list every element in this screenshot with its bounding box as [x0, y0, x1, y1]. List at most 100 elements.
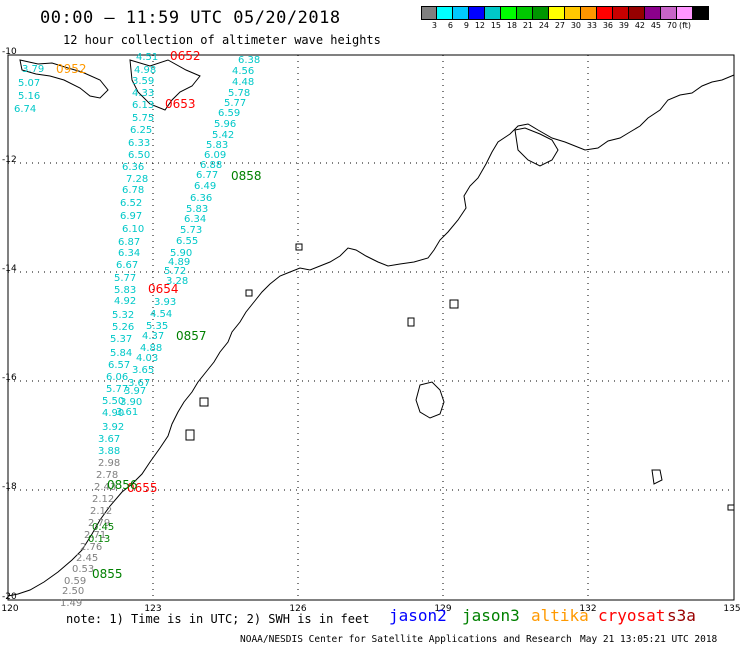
wave-height-label: 5.83: [186, 204, 208, 215]
wave-height-label: 6.74: [14, 104, 36, 115]
wave-height-label: 4.88: [140, 343, 162, 354]
axis-tick-labels: -10 -12 -14 -16 -18 -20 120 123 126 129 132 135: [1, 47, 740, 614]
groote-eylandt-coast: [415, 381, 445, 419]
pass-time-label: 0654: [148, 282, 179, 296]
wave-height-label: 5.42: [212, 130, 234, 141]
latitude-tick-label: -12: [2, 155, 17, 165]
credit-text: NOAA/NESDIS Center for Satellite Applica…: [240, 634, 572, 645]
color-scale-label: 15: [490, 21, 501, 30]
small-island-coast: [651, 469, 663, 485]
wave-height-label: 2.43: [94, 482, 116, 493]
longitude-tick-label: 135: [723, 604, 740, 614]
legend-s3a: s3a: [667, 606, 696, 625]
color-swatch: [661, 6, 677, 20]
color-scale-label: 27: [554, 21, 565, 30]
color-swatch: [677, 6, 693, 20]
wave-height-label: 6.34: [118, 248, 140, 259]
wave-height-label: 6.87: [118, 237, 140, 248]
wave-height-label: 5.75: [132, 113, 154, 124]
coastlines: [7, 59, 735, 597]
wave-height-label: 6.49: [194, 181, 216, 192]
color-swatch: [421, 6, 437, 20]
wave-height-label: 2.76: [80, 542, 102, 553]
wave-height-label: 4.33: [132, 88, 154, 99]
color-swatch: [597, 6, 613, 20]
wave-height-label: 4.98: [134, 65, 156, 76]
color-swatch: [581, 6, 597, 20]
legend-jason3: jason3: [462, 606, 520, 625]
color-swatch: [629, 6, 645, 20]
wave-height-label: 5.90: [170, 248, 192, 259]
wave-height-label: 5.96: [214, 119, 236, 130]
wave-height-label: 6.36: [122, 162, 144, 173]
wave-height-label: 1.49: [60, 598, 82, 609]
wave-height-label: 5.16: [18, 91, 40, 102]
wave-height-label: 6.34: [184, 214, 206, 225]
color-scale-label: 70: [666, 21, 677, 30]
pass-time-label: 0858: [231, 169, 262, 183]
color-swatch: [533, 6, 549, 20]
small-island-coast: [245, 289, 253, 297]
wave-height-label: 6.13: [132, 100, 154, 111]
wave-height-label: 5.77: [106, 384, 128, 395]
color-scale-label: 42: [634, 21, 645, 30]
pass-time-label: 0952: [56, 62, 87, 76]
chart-title: 00:00 – 11:59 UTC 05/20/2018: [40, 8, 341, 28]
wave-height-label: 2.78: [96, 470, 118, 481]
wave-height-label: 6.57: [108, 360, 130, 371]
color-scale-label: 6: [447, 21, 453, 30]
wave-height-label: 5.83: [114, 285, 136, 296]
legend-altika: altika: [531, 606, 589, 625]
wave-height-label: 3.79: [22, 64, 44, 75]
wave-height-label: 4.03: [136, 353, 158, 364]
color-swatch: [549, 6, 565, 20]
wave-height-label: 6.78: [122, 185, 144, 196]
wave-height-label: 2.98: [98, 458, 120, 469]
small-island-coast: [199, 397, 209, 407]
pass-time-label: 0652: [170, 49, 201, 63]
wave-height-label: 4.51: [136, 52, 158, 63]
color-swatch: [469, 6, 485, 20]
wave-height-label: 3.92: [102, 422, 124, 433]
wave-height-label: 3.90: [120, 397, 142, 408]
color-scale-label: 9: [463, 21, 469, 30]
wave-height-label: 6.33: [128, 138, 150, 149]
color-scale-labels: 3 6 9 12 15 18 21 24 27 30 33 36 39 42 45 70 (ft): [421, 21, 709, 30]
wave-height-label: 3.59: [132, 76, 154, 87]
pass-time-label: 0655: [127, 481, 158, 495]
latitude-tick-label: -14: [2, 264, 17, 274]
wave-height-label: 2.12: [90, 506, 112, 517]
wave-height-label: 5.37: [110, 334, 132, 345]
australia-coast: [7, 74, 735, 597]
wave-height-label: 6.59: [218, 108, 240, 119]
color-scale-swatches: [421, 6, 709, 20]
wave-height-label: 5.07: [18, 78, 40, 89]
pass-time-label: 0857: [176, 329, 207, 343]
wave-height-label: 6.88: [200, 160, 222, 171]
wave-height-label: 5.26: [112, 322, 134, 333]
color-swatch: [645, 6, 661, 20]
wave-height-label: 6.55: [176, 236, 198, 247]
wave-height-label: 3.93: [154, 297, 176, 308]
color-swatch: [437, 6, 453, 20]
timestamp-text: May 21 13:05:21 UTC 2018: [580, 634, 718, 645]
wave-height-label: 4.37: [142, 331, 164, 342]
wave-height-label: 7.28: [126, 174, 148, 185]
small-island-coast: [295, 243, 303, 251]
pass-time-label: 0855: [92, 567, 123, 581]
color-scale-label: (ft): [679, 21, 692, 30]
color-scale-label: 33: [586, 21, 597, 30]
wave-height-label: 3.67: [98, 434, 120, 445]
wave-height-label: 6.38: [238, 55, 260, 66]
wave-height-label: 6.77: [196, 170, 218, 181]
color-swatch: [613, 6, 629, 20]
footnote: note: 1) Time is in UTC; 2) SWH is in fe…: [66, 612, 370, 626]
color-scale-label: 12: [474, 21, 485, 30]
wave-height-label: 4.90: [102, 408, 124, 419]
wave-height-label: 6.52: [120, 198, 142, 209]
gulf-coast: [514, 127, 559, 167]
wave-height-label: 4.92: [114, 296, 136, 307]
longitude-tick-label: 126: [289, 604, 306, 614]
wave-height-label: 5.83: [206, 140, 228, 151]
